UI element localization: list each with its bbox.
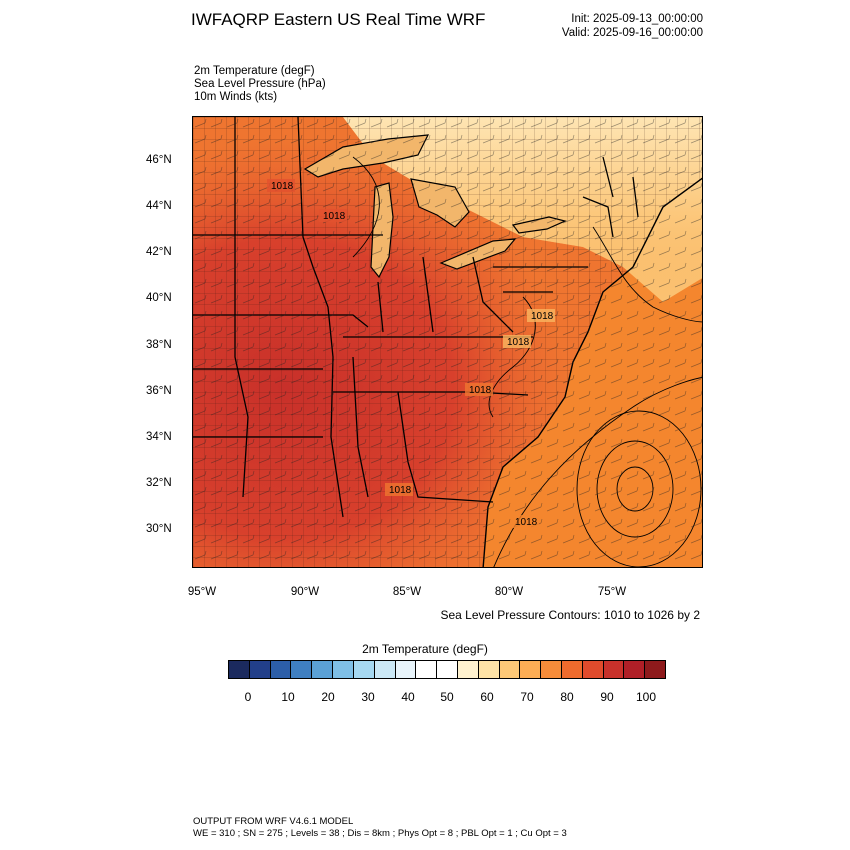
- colorbar-tick: 70: [520, 690, 534, 704]
- colorbar-box: [249, 661, 271, 678]
- pressure-labels: 1018 1018 1018 1018 1018 1018: [267, 179, 555, 528]
- lon-label-75w: 75°W: [597, 586, 627, 598]
- colorbar-box: [374, 661, 396, 678]
- pressure-label-text: 1018: [323, 211, 346, 222]
- lon-label-90w: 90°W: [290, 586, 320, 598]
- colorbar-box: [520, 661, 542, 678]
- pressure-label: 1018: [267, 179, 295, 192]
- colorbar-tick: 80: [560, 690, 574, 704]
- colorbar-tick: 50: [440, 690, 454, 704]
- pressure-label: 1018: [503, 335, 531, 348]
- colorbar-box: [478, 661, 500, 678]
- map-title: IWFAQRP Eastern US Real Time WRF: [191, 10, 486, 29]
- map-panel: 1018 1018 1018 1018 1018 1018: [192, 116, 703, 568]
- lat-label-32n: 32°N: [146, 477, 172, 489]
- pressure-label-text: 1018: [469, 385, 492, 396]
- lat-label-46n: 46°N: [146, 154, 172, 166]
- temperature-colorbar: [228, 660, 666, 679]
- lat-label-40n: 40°N: [146, 292, 172, 304]
- colorbar-tick: 40: [401, 690, 415, 704]
- pressure-label-text: 1018: [515, 517, 538, 528]
- colorbar-box: [353, 661, 375, 678]
- colorbar-box: [416, 661, 438, 678]
- colorbar-box: [229, 661, 250, 678]
- field-label-pressure: Sea Level Pressure (hPa): [194, 78, 326, 90]
- lat-label-36n: 36°N: [146, 385, 172, 397]
- pressure-label: 1018: [385, 483, 413, 496]
- colorbar-title: 2m Temperature (degF): [362, 642, 488, 656]
- colorbar-box: [582, 661, 604, 678]
- pressure-label: 1018: [527, 309, 555, 322]
- colorbar-box: [603, 661, 625, 678]
- lon-label-95w: 95°W: [187, 586, 217, 598]
- pressure-label: 1018: [511, 515, 539, 528]
- lat-label-44n: 44°N: [146, 200, 172, 212]
- colorbar-box: [270, 661, 292, 678]
- map-canvas: 1018 1018 1018 1018 1018 1018: [193, 117, 702, 567]
- colorbar-box: [499, 661, 521, 678]
- colorbar-tick: 0: [244, 690, 252, 704]
- pressure-label-text: 1018: [507, 337, 530, 348]
- colorbar-box: [395, 661, 417, 678]
- lat-label-42n: 42°N: [146, 246, 172, 258]
- valid-time: Valid: 2025-09-16_00:00:00: [561, 27, 703, 39]
- contour-interval-note: Sea Level Pressure Contours: 1010 to 102…: [440, 608, 701, 622]
- colorbar-tick: 30: [361, 690, 375, 704]
- colorbar-box: [333, 661, 354, 678]
- pressure-label-text: 1018: [389, 485, 412, 496]
- lon-label-85w: 85°W: [392, 586, 422, 598]
- lat-label-38n: 38°N: [146, 339, 172, 351]
- model-info-line-1: OUTPUT FROM WRF V4.6.1 MODEL: [193, 816, 354, 827]
- colorbar-box: [457, 661, 479, 678]
- colorbar-tick: 20: [321, 690, 335, 704]
- colorbar-box: [645, 661, 666, 678]
- colorbar-box: [437, 661, 458, 678]
- pressure-label-text: 1018: [531, 311, 554, 322]
- colorbar-box: [562, 661, 583, 678]
- lat-label-30n: 30°N: [146, 523, 172, 535]
- colorbar-tick: 100: [635, 690, 657, 704]
- colorbar-box: [541, 661, 562, 678]
- lon-label-80w: 80°W: [494, 586, 524, 598]
- colorbar-tick: 90: [600, 690, 614, 704]
- colorbar-box: [312, 661, 334, 678]
- colorbar-tick: 60: [480, 690, 494, 704]
- field-label-winds: 10m Winds (kts): [194, 91, 278, 103]
- model-info-line-2: WE = 310 ; SN = 275 ; Levels = 38 ; Dis …: [193, 828, 567, 839]
- init-time: Init: 2025-09-13_00:00:00: [571, 13, 703, 25]
- lat-label-34n: 34°N: [146, 431, 172, 443]
- colorbar-tick: 10: [281, 690, 295, 704]
- colorbar-box: [624, 661, 646, 678]
- field-label-temperature: 2m Temperature (degF): [194, 65, 315, 77]
- colorbar-box: [291, 661, 313, 678]
- pressure-label: 1018: [465, 383, 493, 396]
- pressure-label: 1018: [319, 209, 347, 222]
- pressure-label-text: 1018: [271, 181, 294, 192]
